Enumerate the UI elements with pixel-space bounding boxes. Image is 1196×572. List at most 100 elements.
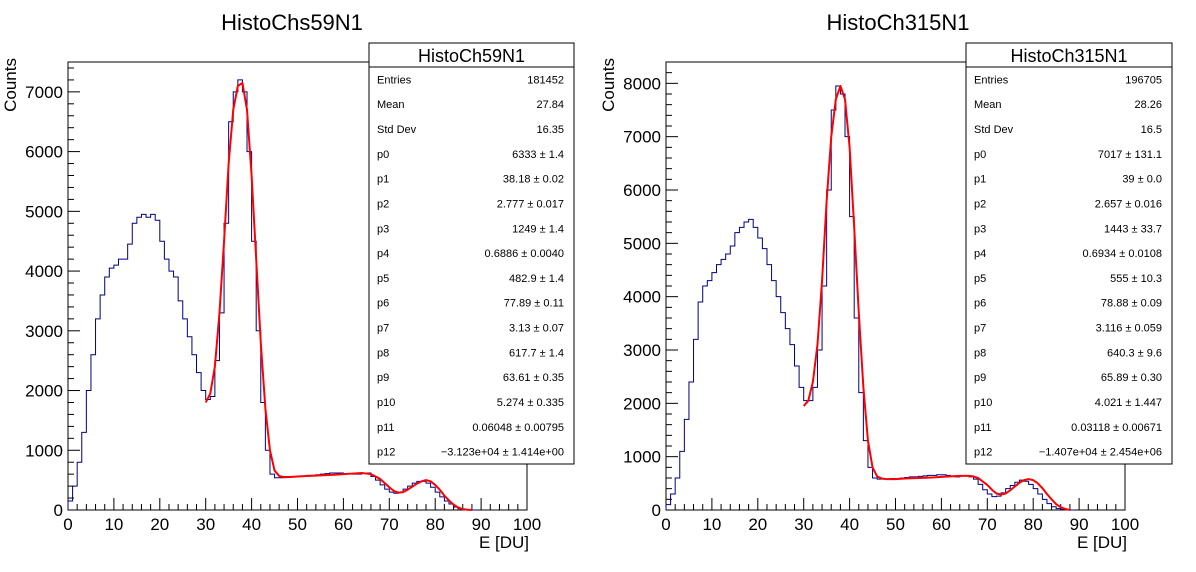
- x-tick-label: 90: [472, 515, 491, 534]
- stats-row-value: 4.021 ± 1.447: [1095, 397, 1162, 409]
- chart-panel-right: HistoCh315N1 0 10 20 30 40 50 60 70 80 90 100 0 1000 2…: [598, 0, 1196, 572]
- x-tick-label: 100: [513, 515, 541, 534]
- stats-row-value: 38.18 ± 0.02: [503, 174, 564, 186]
- stats-row-value: 196705: [1125, 74, 1162, 86]
- stats-row-value: 16.35: [536, 124, 564, 136]
- stats-row-value: 63.61 ± 0.35: [503, 372, 564, 384]
- x-tick-label: 80: [426, 515, 445, 534]
- y-tick-label: 4000: [25, 262, 63, 281]
- y-tick-label: 4000: [623, 288, 661, 307]
- stats-row-value: 617.7 ± 1.4: [509, 347, 564, 359]
- x-tick-label: 50: [886, 515, 905, 534]
- stats-row-name: p3: [377, 223, 389, 235]
- stats-row-value: 16.5: [1141, 124, 1162, 136]
- stats-row-value: −1.407e+04 ± 2.454e+06: [1039, 447, 1162, 459]
- stats-row-value: 3.13 ± 0.07: [509, 323, 564, 335]
- y-tick-label: 7000: [623, 128, 661, 147]
- stats-row-name: Mean: [377, 99, 405, 111]
- y-tick-label: 1000: [25, 441, 63, 460]
- y-tick-label: 3000: [623, 341, 661, 360]
- stats-row-value: 2.777 ± 0.017: [497, 198, 564, 210]
- stats-row-value: 28.26: [1134, 99, 1162, 111]
- x-tick-label: 0: [661, 515, 670, 534]
- chart-title: HistoChs59N1: [221, 10, 363, 35]
- stats-box-frame: [965, 42, 1173, 465]
- stats-row-value: 1249 ± 1.4: [512, 223, 564, 235]
- stats-row-name: p8: [377, 347, 389, 359]
- stats-row-value: 0.6934 ± 0.0108: [1083, 248, 1162, 260]
- stats-row-name: p0: [974, 149, 986, 161]
- stats-row-value: 39 ± 0.0: [1122, 174, 1162, 186]
- y-tick-label: 2000: [25, 382, 63, 401]
- stats-row-value: −3.123e+04 ± 1.414e+00: [441, 447, 564, 459]
- y-tick-label: 8000: [623, 74, 661, 93]
- stats-row-name: Entries: [974, 74, 1009, 86]
- x-axis-title: E [DU]: [479, 533, 529, 552]
- x-tick-label: 40: [840, 515, 859, 534]
- stats-row-value: 5.274 ± 0.335: [497, 397, 564, 409]
- x-tick-label: 10: [104, 515, 123, 534]
- stats-row-name: Std Dev: [377, 124, 417, 136]
- x-tick-label: 90: [1070, 515, 1089, 534]
- stats-row-name: p11: [377, 422, 395, 434]
- stats-row-name: p12: [377, 447, 395, 459]
- stats-row-name: p6: [974, 298, 986, 310]
- stats-row-name: p4: [974, 248, 986, 260]
- stats-row-value: 640.3 ± 9.6: [1107, 347, 1162, 359]
- x-tick-label: 60: [932, 515, 951, 534]
- stats-row-name: p6: [377, 298, 389, 310]
- x-tick-label: 70: [380, 515, 399, 534]
- x-tick-label: 60: [334, 515, 353, 534]
- stats-box: HistoCh59N1 Entries 181452 Mean 27.84 Std Dev…: [368, 42, 575, 465]
- chart-title: HistoCh315N1: [826, 10, 969, 35]
- stats-row-value: 482.9 ± 1.4: [509, 273, 564, 285]
- stats-row-name: p4: [377, 248, 389, 260]
- stats-row-value: 65.89 ± 0.30: [1101, 372, 1162, 384]
- stats-row-value: 0.06048 ± 0.00795: [472, 422, 564, 434]
- x-tick-label: 100: [1111, 515, 1139, 534]
- x-tick-label: 40: [242, 515, 261, 534]
- x-tick-label: 10: [702, 515, 721, 534]
- stats-row-name: p7: [974, 323, 986, 335]
- x-tick-label: 20: [748, 515, 767, 534]
- stats-row-name: p1: [974, 174, 986, 186]
- stats-row-name: Mean: [974, 99, 1002, 111]
- x-tick-label: 80: [1024, 515, 1043, 534]
- y-tick-label: 0: [652, 501, 661, 520]
- stats-row-value: 2.657 ± 0.016: [1095, 198, 1162, 210]
- stats-row-value: 6333 ± 1.4: [512, 149, 564, 161]
- y-tick-label: 5000: [623, 234, 661, 253]
- stats-row-name: p10: [377, 397, 395, 409]
- y-tick-label: 6000: [25, 143, 63, 162]
- stats-row-value: 78.88 ± 0.09: [1101, 298, 1162, 310]
- stats-row-value: 27.84: [536, 99, 564, 111]
- fit-series-line: [802, 85, 1071, 511]
- stats-row-name: p12: [974, 447, 992, 459]
- stats-row-name: p3: [974, 223, 986, 235]
- x-tick-label: 50: [288, 515, 307, 534]
- x-tick-label: 70: [978, 515, 997, 534]
- y-tick-label: 0: [54, 501, 63, 520]
- stats-row-name: p7: [377, 323, 389, 335]
- x-axis-title: E [DU]: [1077, 533, 1127, 552]
- stats-row-name: p5: [377, 273, 389, 285]
- stats-row-name: p11: [974, 422, 992, 434]
- x-tick-label: 30: [196, 515, 215, 534]
- stats-row-value: 77.89 ± 0.11: [504, 298, 564, 310]
- stats-box-frame: [368, 42, 575, 465]
- y-axis-title: Counts: [1, 58, 20, 112]
- stats-row-value: 3.116 ± 0.059: [1096, 323, 1162, 335]
- stats-row-name: p2: [974, 198, 986, 210]
- stats-row-name: Entries: [377, 74, 412, 86]
- stats-row-value: 181452: [527, 74, 564, 86]
- stats-row-name: p9: [974, 372, 986, 384]
- stats-row-value: 0.6886 ± 0.0040: [485, 248, 564, 260]
- stats-box-title: HistoCh59N1: [418, 46, 525, 66]
- stats-row-name: p0: [377, 149, 389, 161]
- stats-row-name: p9: [377, 372, 389, 384]
- stats-row-value: 555 ± 10.3: [1110, 273, 1162, 285]
- stats-row-name: Std Dev: [974, 124, 1014, 136]
- x-tick-label: 0: [63, 515, 72, 534]
